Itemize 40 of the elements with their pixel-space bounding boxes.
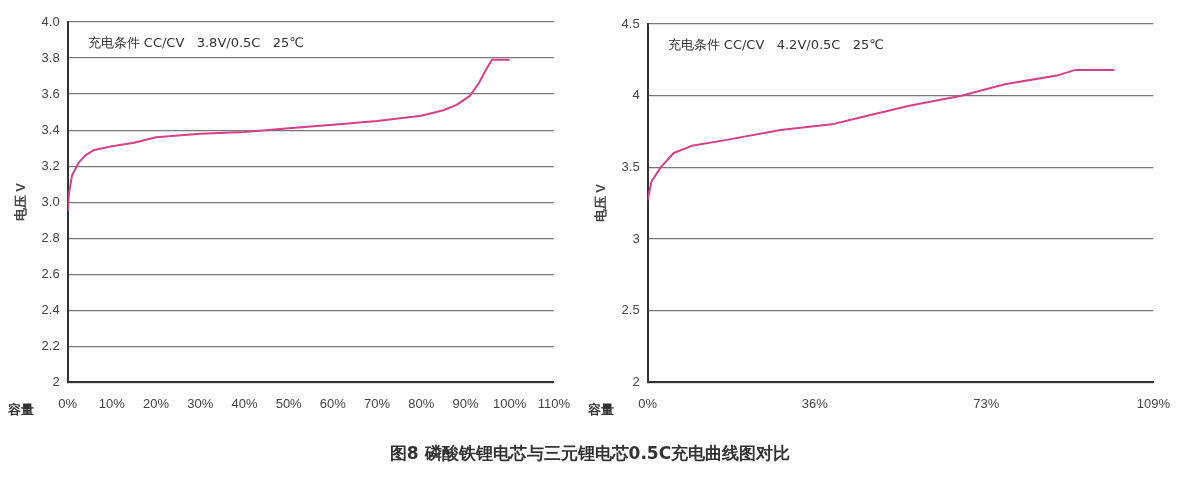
x-tick-label: 40% <box>231 395 258 411</box>
y-tick-label: 2 <box>52 373 60 389</box>
y-tick-label: 2.4 <box>41 301 60 317</box>
y-tick-label: 3.4 <box>41 121 60 137</box>
x-tick-label: 36% <box>801 395 829 411</box>
y-tick-label: 3.2 <box>41 157 60 173</box>
annotation: 充电条件 CC/CV 3.8V/0.5C 25℃ <box>87 35 304 51</box>
x-axis-title: 容量 <box>7 401 34 417</box>
x-axis-title: 容量 <box>587 401 614 417</box>
x-tick-label: 0% <box>58 395 78 411</box>
y-tick-label: 2.8 <box>41 229 60 245</box>
y-tick-label: 3.0 <box>41 193 60 209</box>
y-axis-title: 电压 V <box>593 183 609 223</box>
x-tick-label: 90% <box>452 395 479 411</box>
x-tick-label: 110% <box>537 395 571 411</box>
x-tick-label: 70% <box>364 395 391 411</box>
x-tick-label: 60% <box>319 395 347 411</box>
x-tick-label: 30% <box>187 395 214 411</box>
x-tick-label: 100% <box>493 395 527 411</box>
y-tick-label: 4.0 <box>41 13 60 29</box>
x-tick-label: 73% <box>973 395 1000 411</box>
annotation: 充电条件 CC/CV 4.2V/0.5C 25℃ <box>667 37 884 53</box>
y-tick-label: 3.5 <box>621 158 640 174</box>
x-tick-label: 20% <box>143 395 170 411</box>
x-tick-label: 0% <box>638 395 658 411</box>
y-tick-label: 2.6 <box>41 265 60 281</box>
y-tick-label: 4 <box>632 87 640 103</box>
y-tick-label: 3.8 <box>41 49 60 65</box>
x-tick-label: 80% <box>408 395 435 411</box>
y-tick-label: 3.6 <box>41 85 60 101</box>
x-tick-label: 109% <box>1136 395 1171 411</box>
x-tick-label: 10% <box>98 395 126 411</box>
y-tick-label: 2.2 <box>41 337 60 353</box>
y-tick-label: 4.5 <box>621 15 640 31</box>
y-tick-label: 2 <box>632 373 640 389</box>
y-tick-label: 2.5 <box>621 302 640 318</box>
x-tick-label: 50% <box>275 395 303 411</box>
caption: 图8 磷酸铁锂电芯与三元锂电芯0.5C充电曲线图对比 <box>388 442 792 465</box>
y-tick-label: 3 <box>632 230 640 246</box>
y-axis-title: 电压 V <box>13 182 29 222</box>
